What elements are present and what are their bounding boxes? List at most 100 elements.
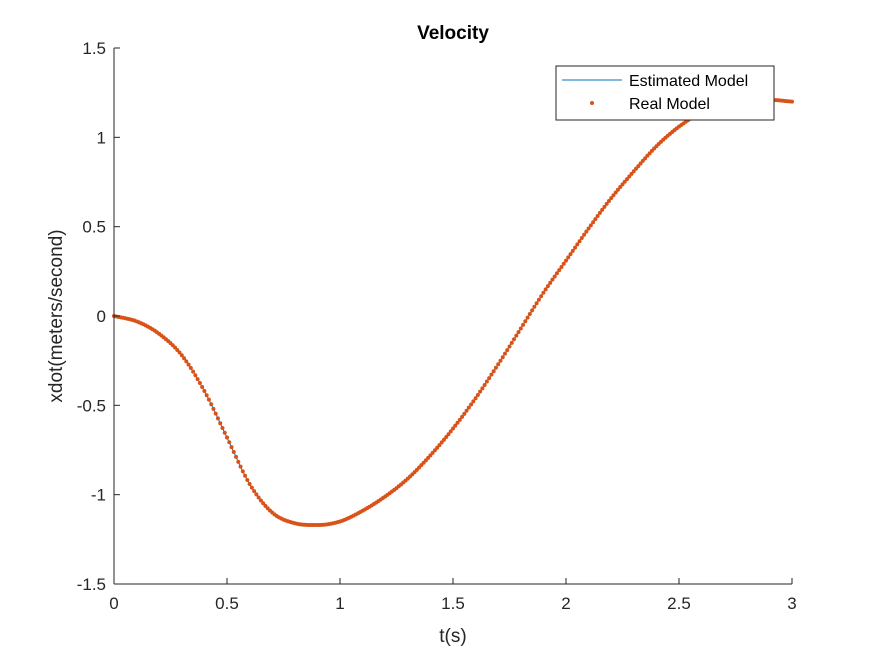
series-point-real-model [211,406,216,411]
series-point-real-model [586,226,591,231]
series-point-real-model [236,459,241,464]
series-point-real-model [240,469,245,474]
series-point-real-model [238,464,243,469]
series-point-real-model [550,277,555,282]
plot-area [114,48,792,584]
series-point-real-model [437,443,442,448]
series-point-real-model [568,252,573,257]
x-tick-label: 1 [335,594,344,613]
series-point-real-model [625,177,630,182]
series-point-real-model [609,196,614,201]
series-point-real-model [464,408,469,413]
series-point-real-model [638,161,643,166]
series-point-real-model [615,187,620,192]
y-tick-label: 1 [97,128,106,147]
series-point-real-model [218,421,223,426]
series-point-real-model [570,248,575,253]
series-point-real-model [179,353,184,358]
series-point-real-model [631,169,636,174]
series-point-real-model [197,380,202,385]
series-point-real-model [487,376,492,381]
series-point-real-model [432,448,437,453]
series-point-real-model [229,445,234,450]
series-point-real-model [532,304,537,309]
series-point-real-model [446,432,451,437]
series-point-real-model [460,414,465,419]
series-point-real-model [620,182,625,187]
series-point-real-model [634,166,639,171]
series-point-real-model [629,171,634,176]
series-point-real-model [489,372,494,377]
series-point-real-model [480,386,485,391]
series-point-real-model [457,417,462,422]
series-point-real-model [790,99,794,104]
legend: Estimated Model Real Model [555,65,775,121]
series-point-real-model [193,373,198,378]
series-point-real-model [448,429,453,434]
x-ticks: 0 0.5 1 1.5 2 2.5 3 [109,578,797,613]
y-tick-label: -0.5 [77,396,106,415]
series-point-real-model [493,365,498,370]
series-point-real-model [573,245,578,250]
series-point-real-model [543,287,548,292]
series-point-real-model [191,369,196,374]
series-point-real-model [541,290,546,295]
series-point-real-model [564,258,568,263]
series-point-real-model [509,340,514,345]
series-point-real-model [534,301,539,306]
series-point-real-model [249,485,254,490]
series-point-real-model [256,495,261,500]
series-point-real-model [593,217,598,222]
series-point-real-model [552,274,557,279]
series-point-real-model [225,435,229,440]
series-point-real-model [453,423,458,428]
series-point-real-model [484,379,489,384]
series-point-real-model [496,362,501,367]
series-point-real-model [466,405,471,410]
series-point-real-model [516,330,521,335]
series-point-real-model [177,350,182,355]
y-tick-label: 0 [97,307,106,326]
series-point-real-model [186,362,191,367]
series-point-real-model [523,319,528,324]
y-tick-label: 1.5 [82,39,106,58]
series-point-real-model [557,268,562,273]
series-point-real-model [213,411,218,416]
series-point-real-model [252,489,257,494]
series-point-real-model [636,164,641,169]
series-point-real-model [258,498,263,503]
series-point-real-model [525,315,530,320]
series-point-real-model [200,384,205,389]
legend-label-estimated-model: Estimated Model [629,73,748,90]
series-point-real-model [566,255,571,260]
series-point-real-model [231,449,236,454]
series-point-real-model [530,308,535,313]
series-point-real-model [595,214,600,218]
series-point-real-model [444,434,449,439]
series-point-real-model [548,280,553,285]
series-point-real-model [622,179,627,184]
series-point-real-model [559,264,564,269]
series-point-real-model [215,416,220,421]
series-point-real-model [575,242,580,247]
series-point-real-model [507,344,512,349]
x-tick-label: 1.5 [441,594,465,613]
series-point-real-model [618,185,623,190]
series-point-real-model [611,193,616,198]
series-point-real-model [536,297,541,302]
x-tick-label: 0 [109,594,118,613]
x-tick-label: 0.5 [215,594,239,613]
series-point-real-model [579,235,584,240]
series-point-real-model [234,454,239,459]
series-point-real-model [600,207,605,212]
series-point-real-model [602,204,607,209]
series-point-real-model [243,473,248,478]
series-point-real-model [435,445,440,450]
legend-swatch-real-model [590,101,594,105]
series-point-real-model [439,440,444,445]
series-point-real-model [195,377,200,382]
series-point-real-model [206,397,211,402]
series-point-real-model [521,322,526,327]
series-point-real-model [627,174,632,179]
